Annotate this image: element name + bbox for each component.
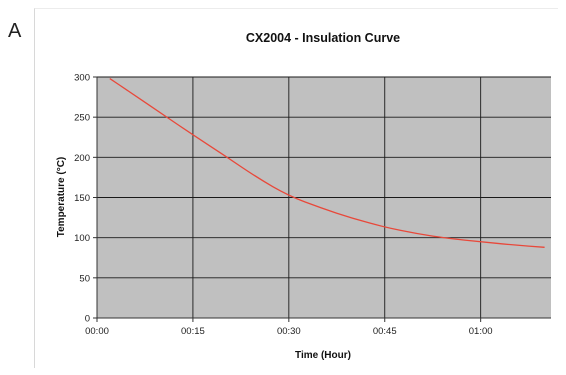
- y-axis-label: Temperature (°C): [56, 157, 67, 238]
- chart-title: CX2004 - Insulation Curve: [246, 31, 400, 45]
- y-tick-label: 0: [85, 314, 90, 325]
- y-tick-label: 50: [79, 273, 90, 284]
- grid-lines: [97, 76, 551, 318]
- x-tick-label: 00:30: [277, 326, 301, 337]
- x-tick-label: 00:15: [181, 326, 205, 337]
- chart-frame: [34, 8, 558, 368]
- y-tick-label: 300: [74, 73, 90, 84]
- tick-labels: 0 50 100 150 200 250 300 00:00 00:15 00:30 00:45 01…: [74, 73, 492, 338]
- panel-letter: A: [8, 20, 22, 42]
- y-tick-label: 150: [74, 193, 90, 204]
- y-tick-label: 250: [74, 113, 90, 124]
- x-tick-label: 00:45: [373, 326, 397, 337]
- axes: [93, 76, 551, 322]
- x-tick-label: 00:00: [85, 326, 109, 337]
- x-tick-label: 01:00: [469, 326, 493, 337]
- series-line: [109, 78, 545, 248]
- x-axis-label: Time (Hour): [295, 350, 351, 361]
- y-tick-label: 100: [74, 233, 90, 244]
- series-group: [109, 78, 545, 248]
- y-tick-label: 200: [74, 153, 90, 164]
